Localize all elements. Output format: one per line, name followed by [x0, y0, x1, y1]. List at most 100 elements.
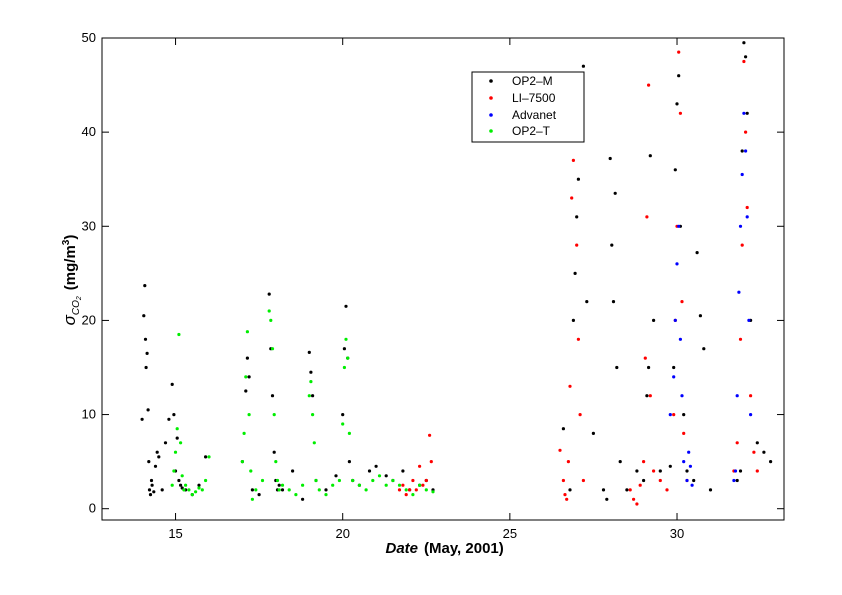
y-tick-label: 10 — [82, 407, 96, 422]
data-point — [155, 450, 159, 454]
data-point — [735, 394, 739, 398]
data-point — [267, 309, 271, 313]
data-point — [682, 460, 686, 464]
data-point — [270, 394, 275, 398]
data-point — [673, 168, 677, 172]
data-point — [702, 347, 706, 351]
data-point — [374, 464, 378, 468]
data-point — [749, 394, 753, 398]
data-point — [197, 486, 201, 490]
data-point — [628, 488, 632, 492]
data-point — [244, 389, 248, 393]
data-point — [337, 478, 341, 483]
data-point — [401, 483, 405, 487]
series-3 — [170, 309, 435, 501]
data-point — [182, 488, 186, 492]
data-point — [677, 224, 681, 228]
data-point — [740, 172, 744, 177]
data-point — [173, 450, 178, 454]
data-point — [613, 191, 617, 195]
data-point — [190, 493, 194, 497]
y-tick-label: 30 — [82, 218, 96, 233]
data-point — [652, 469, 656, 473]
data-point — [672, 413, 676, 417]
data-point — [418, 483, 422, 487]
y-axis-title-subscript: CO — [71, 300, 82, 315]
data-point — [735, 478, 739, 483]
data-point — [744, 55, 748, 59]
data-point — [744, 130, 748, 134]
data-point — [672, 365, 676, 370]
data-point — [605, 497, 609, 501]
data-point — [421, 483, 425, 487]
data-point — [568, 488, 572, 492]
data-point — [307, 394, 311, 398]
data-point — [309, 380, 313, 384]
data-point — [685, 478, 689, 483]
data-point — [257, 493, 261, 497]
data-point — [244, 375, 248, 379]
data-point — [668, 464, 672, 468]
data-point — [648, 394, 652, 398]
data-point — [635, 502, 639, 506]
data-point — [177, 478, 181, 483]
data-point — [648, 154, 652, 158]
legend-entry-advanet: Advanet — [489, 108, 557, 122]
data-point — [563, 493, 567, 497]
data-point — [277, 488, 281, 492]
data-point — [643, 356, 647, 360]
legend: OP2–M LI–7500 Advanet OP2–T — [471, 71, 585, 143]
legend-entry-op2-m: OP2–M — [489, 74, 553, 88]
data-point — [575, 215, 579, 219]
data-point — [175, 436, 179, 440]
data-point — [668, 413, 672, 417]
data-point — [240, 460, 244, 464]
data-point — [397, 488, 402, 492]
data-point — [145, 351, 149, 355]
data-point — [568, 384, 572, 388]
data-point — [755, 441, 759, 445]
y-tick-label: 40 — [82, 124, 96, 139]
data-point — [150, 483, 154, 487]
data-point — [357, 483, 361, 487]
data-point — [144, 365, 148, 370]
data-point — [424, 478, 428, 483]
y-tick-label: 20 — [82, 312, 96, 327]
data-point — [424, 488, 428, 492]
data-point — [642, 460, 646, 464]
data-point — [571, 158, 576, 162]
data-point — [272, 450, 276, 454]
data-point — [346, 356, 350, 360]
data-point — [585, 300, 589, 304]
data-point — [371, 478, 375, 483]
data-point — [735, 441, 739, 445]
data-point — [179, 441, 183, 445]
data-point — [742, 59, 746, 64]
x-tick-label: 25 — [503, 526, 517, 541]
data-point — [254, 488, 258, 492]
data-point — [301, 497, 305, 501]
data-point — [578, 413, 582, 417]
series-0 — [140, 41, 773, 501]
data-point — [344, 304, 348, 308]
data-point — [342, 365, 346, 370]
data-point — [738, 224, 743, 228]
data-point — [680, 300, 684, 304]
data-point — [685, 469, 689, 473]
legend-label-advanet: Advanet — [512, 108, 557, 122]
data-points-layer — [140, 41, 773, 506]
data-point — [180, 474, 184, 478]
legend-marker-op2-t — [489, 129, 493, 133]
data-point — [732, 478, 736, 483]
data-point — [618, 460, 622, 464]
data-point — [678, 337, 683, 341]
legend-label-op2-m: OP2–M — [512, 74, 553, 88]
data-point — [638, 483, 642, 487]
data-point — [194, 490, 198, 494]
data-point — [673, 318, 677, 322]
data-point — [566, 460, 571, 464]
data-point — [738, 337, 743, 341]
data-point — [431, 490, 435, 494]
data-point — [647, 83, 651, 87]
data-point — [324, 493, 328, 497]
